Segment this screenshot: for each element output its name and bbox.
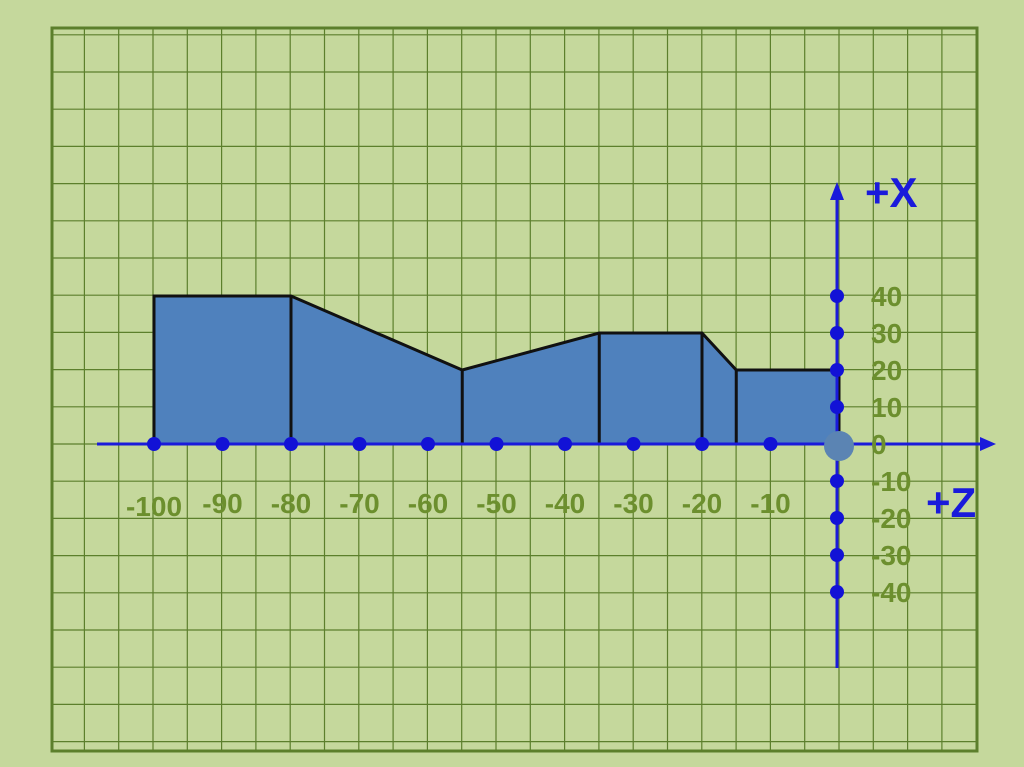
z-tick-label: -60 xyxy=(408,488,448,519)
x-tick-dot xyxy=(830,326,844,340)
z-tick-dot xyxy=(695,437,709,451)
z-tick-label: -30 xyxy=(613,488,653,519)
z-tick-dot xyxy=(147,437,161,451)
x-tick-dot xyxy=(830,363,844,377)
x-tick-dot xyxy=(830,400,844,414)
z-tick-label: -20 xyxy=(682,488,722,519)
x-tick-label: 10 xyxy=(871,392,902,423)
x-tick-dot xyxy=(830,585,844,599)
x-tick-dot xyxy=(830,548,844,562)
x-tick-label: -40 xyxy=(871,577,911,608)
z-axis-title: +Z xyxy=(926,479,976,526)
z-tick-label: -70 xyxy=(339,488,379,519)
x-tick-label: 20 xyxy=(871,355,902,386)
tick-labels: -100 -90 -80 -70 -60 -50 -40 -30 -20 -10 40 30 20 10 0… xyxy=(126,281,911,608)
x-tick-label: -10 xyxy=(871,466,911,497)
z-tick-label: -80 xyxy=(271,488,311,519)
z-tick-dot xyxy=(215,437,230,451)
x-tick-label: -30 xyxy=(871,540,911,571)
x-axis-arrowhead xyxy=(830,182,844,200)
z-tick-dot xyxy=(626,437,641,451)
z-tick-label: -10 xyxy=(750,488,790,519)
z-axis-arrowhead xyxy=(980,437,996,451)
x-tick-dot xyxy=(830,289,844,303)
z-tick-dot xyxy=(421,437,435,451)
z-tick-label: -50 xyxy=(476,488,516,519)
x-tick-dot xyxy=(830,511,844,525)
x-tick-label: 30 xyxy=(871,318,902,349)
x-tick-label: 0 xyxy=(871,429,887,460)
z-tick-dot xyxy=(558,437,572,451)
x-tick-dot xyxy=(830,474,844,488)
origin-dot xyxy=(824,431,854,461)
x-tick-label: -20 xyxy=(871,503,911,534)
z-tick-dot xyxy=(763,437,778,451)
x-axis-title: +X xyxy=(865,169,918,216)
z-tick-dot xyxy=(284,437,298,451)
z-tick-dot xyxy=(352,437,367,451)
z-tick-dot xyxy=(489,437,504,451)
tick-dots xyxy=(147,289,854,599)
x-tick-label: 40 xyxy=(871,281,902,312)
z-tick-label: -40 xyxy=(545,488,585,519)
z-tick-label: -100 xyxy=(126,491,182,522)
z-tick-label: -90 xyxy=(202,488,242,519)
